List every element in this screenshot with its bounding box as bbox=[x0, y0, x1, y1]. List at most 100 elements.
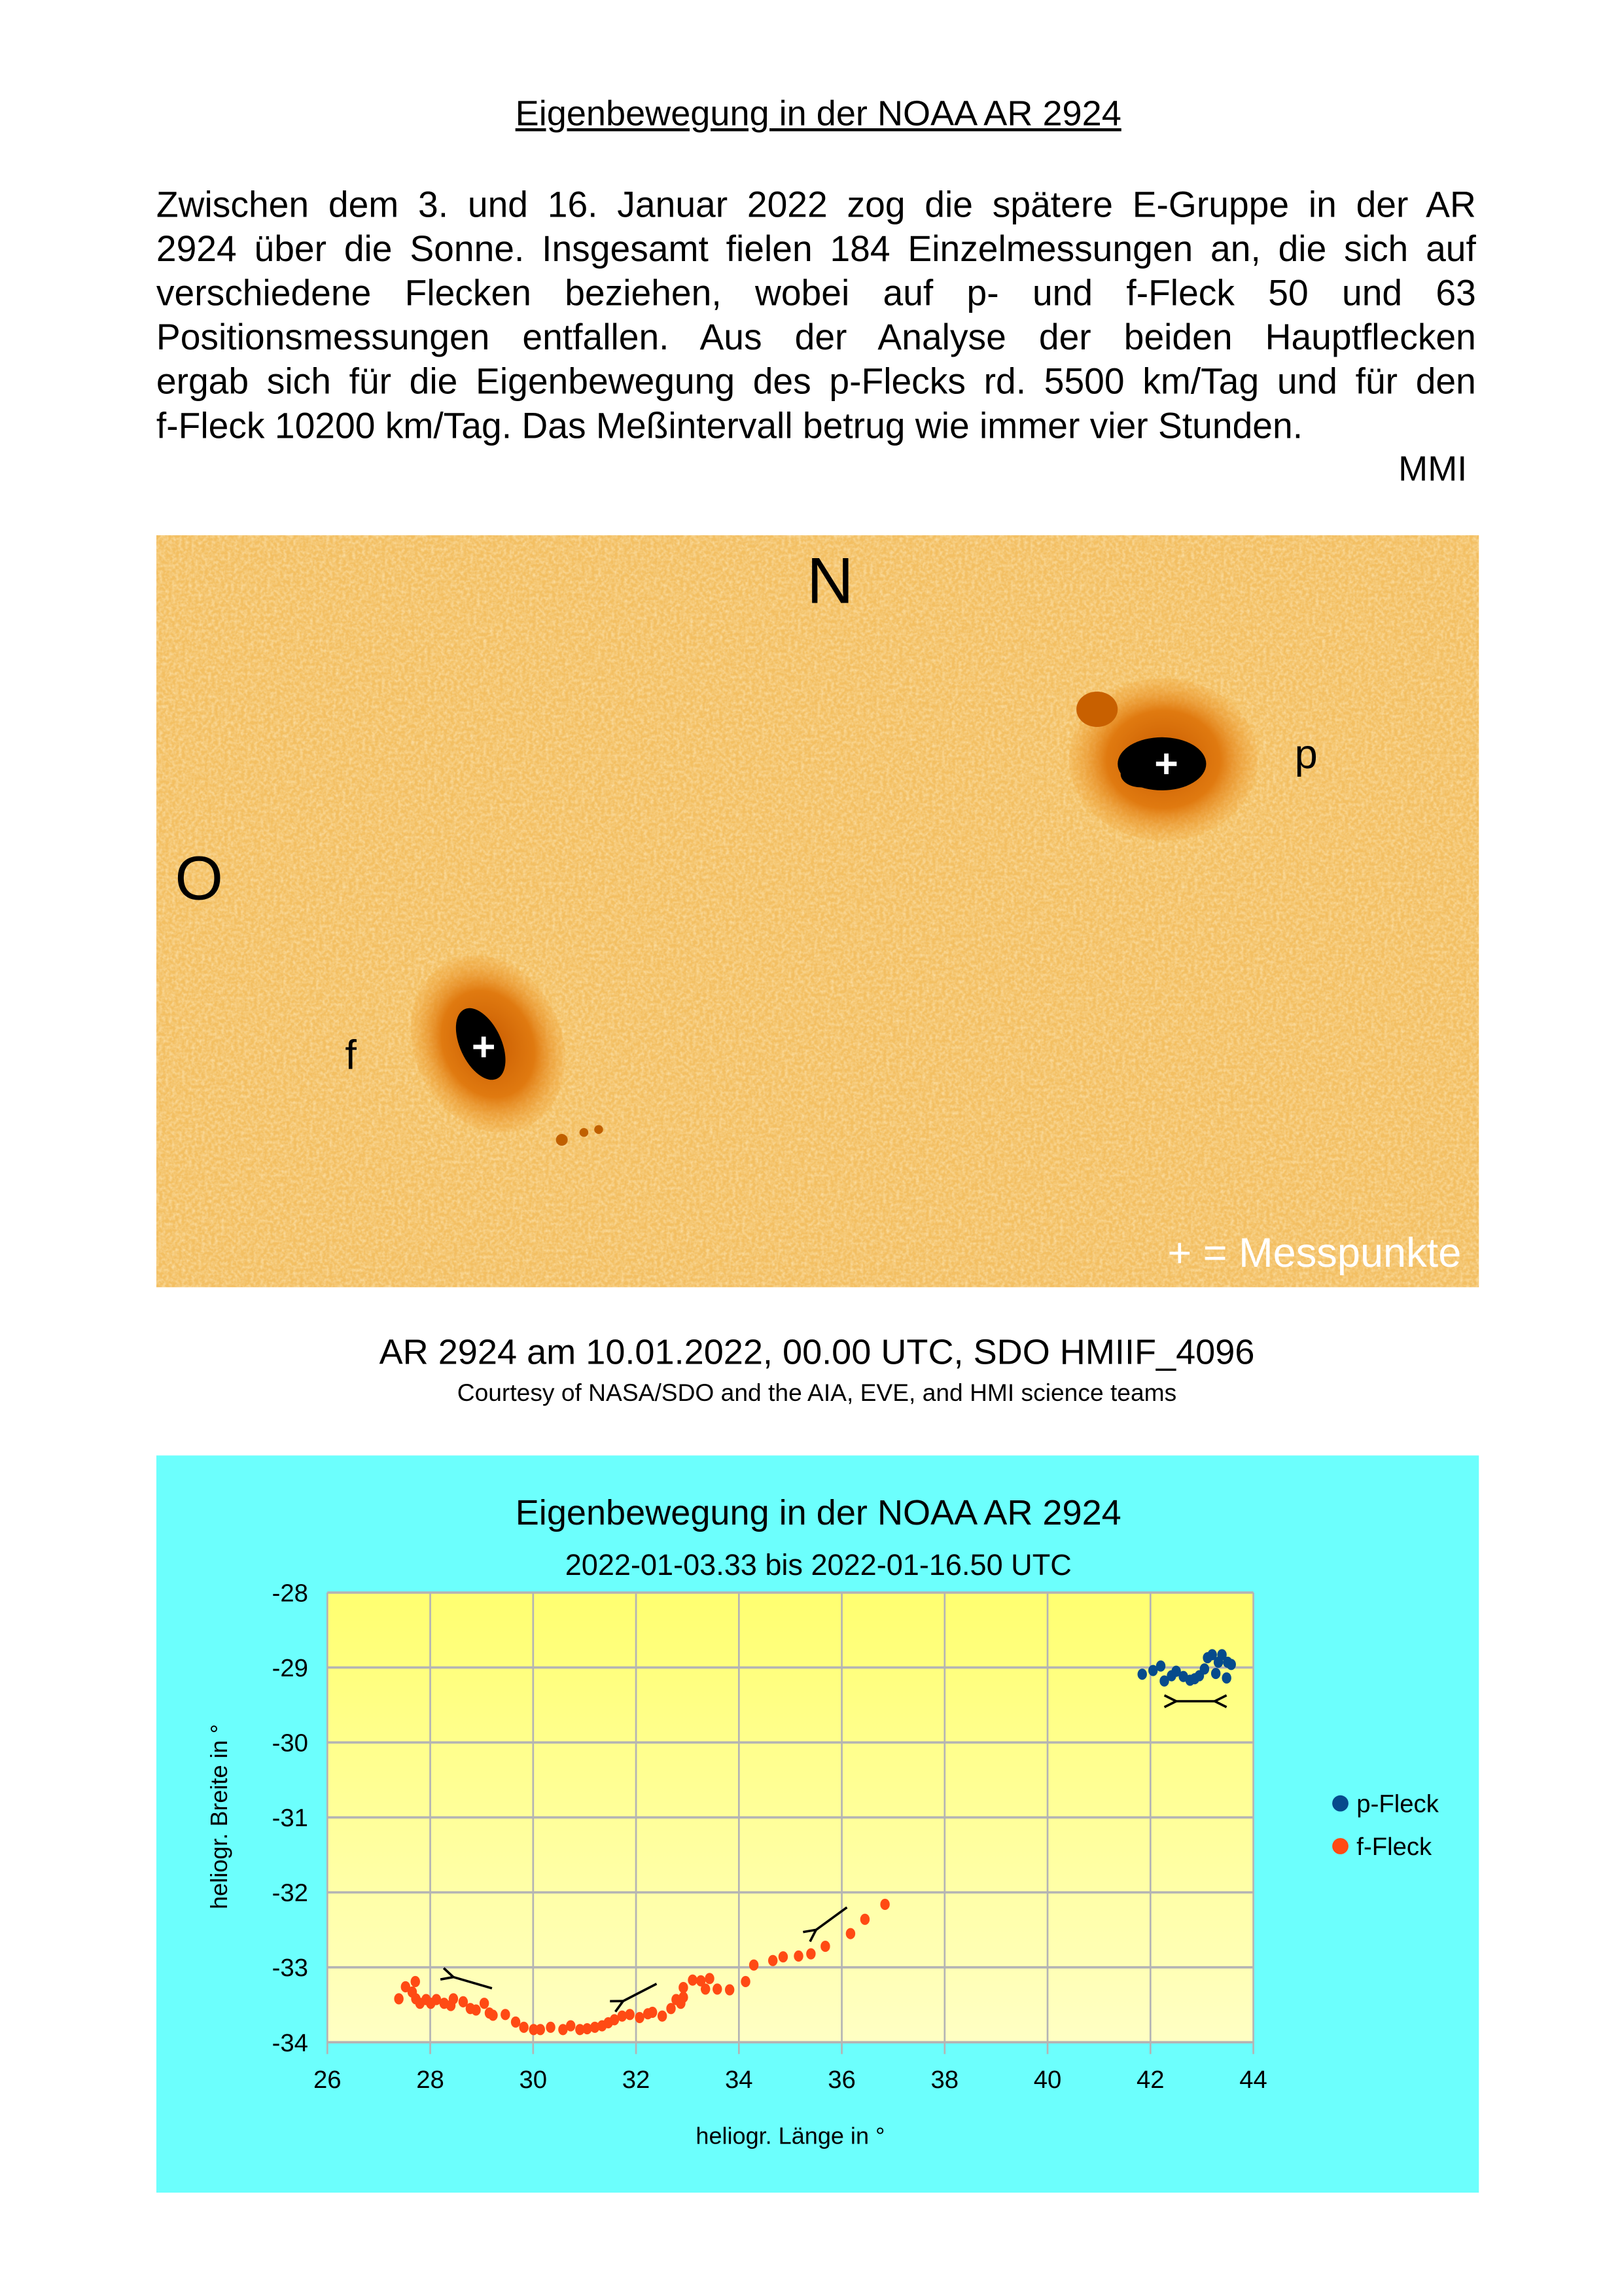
x-tick-label: 30 bbox=[519, 2066, 547, 2094]
image-credit: Courtesy of NASA/SDO and the AIA, EVE, a… bbox=[457, 1380, 1177, 1407]
legend-marker-f-fleck bbox=[1332, 1838, 1349, 1854]
paragraph-line: verschiedene Flecken beziehen, wobei auf… bbox=[156, 274, 1476, 315]
document-title: Eigenbewegung in der NOAA AR 2924 bbox=[515, 94, 1121, 135]
f-fleck-point bbox=[575, 2024, 585, 2036]
y-axis-label: heliogr. Breite in ° bbox=[205, 1724, 232, 1909]
arrow-annotation bbox=[816, 1906, 848, 1930]
motion-chart: 26 28 30 32 34 36 38 40 42 44 -28 -29 -30 -31 -32 -33 -3… bbox=[156, 1455, 1479, 2193]
f-fleck-point bbox=[546, 2021, 555, 2033]
paragraph-line: Positionsmessungen entfallen. Aus der An… bbox=[156, 318, 1476, 359]
f-fleck-point bbox=[713, 1983, 722, 1995]
y-tick-label: -28 bbox=[272, 1579, 308, 1607]
f-fleck-point bbox=[400, 1981, 411, 1993]
x-tick-label: 36 bbox=[828, 2066, 856, 2094]
p-fleck-point bbox=[1226, 1659, 1236, 1670]
p-fleck-point bbox=[1148, 1665, 1158, 1676]
f-fleck-point bbox=[749, 1959, 759, 1971]
f-fleck-point bbox=[565, 2020, 576, 2032]
paragraph-line: ergab sich für die Eigenbewegung des p-F… bbox=[156, 362, 1476, 403]
f-fleck-point bbox=[820, 1941, 830, 1952]
p-fleck-point bbox=[1155, 1660, 1166, 1672]
f-fleck-point bbox=[635, 2011, 644, 2023]
p-fleck-point bbox=[1137, 1669, 1147, 1680]
f-fleck-point bbox=[767, 1954, 778, 1966]
p-fleck-point bbox=[1199, 1663, 1210, 1675]
paragraph-line: 2924 über die Sonne. Insgesamt fielen 18… bbox=[156, 230, 1476, 270]
f-fleck-point bbox=[741, 1975, 750, 1988]
x-tick-label: 42 bbox=[1137, 2066, 1165, 2094]
p-spot bbox=[1068, 678, 1258, 841]
f-fleck-point bbox=[590, 2021, 600, 2033]
f-fleck-point bbox=[529, 2024, 538, 2036]
image-caption: AR 2924 am 10.01.2022, 00.00 UTC, SDO HM… bbox=[379, 1333, 1255, 1373]
x-tick-label: 38 bbox=[931, 2066, 959, 2094]
y-tick-label: -34 bbox=[272, 2029, 308, 2057]
f-fleck-point bbox=[431, 1994, 442, 2005]
p-fleck-point bbox=[1207, 1649, 1217, 1661]
sunspot-image: N O p f + = Messpunkte bbox=[156, 535, 1479, 1288]
f-fleck-point bbox=[488, 2009, 498, 2021]
paragraph-line: f-Fleck 10200 km/Tag. Das Meßintervall b… bbox=[156, 406, 1303, 447]
measurement-point-f bbox=[473, 1036, 494, 1057]
y-tick-label: -30 bbox=[272, 1729, 308, 1757]
x-tick-label: 40 bbox=[1034, 2066, 1062, 2094]
f-fleck-point bbox=[558, 2024, 568, 2036]
f-fleck-point bbox=[479, 1998, 489, 2009]
f-fleck-point bbox=[778, 1951, 788, 1963]
f-fleck-point bbox=[617, 2010, 627, 2022]
p-fleck-point bbox=[1159, 1675, 1169, 1687]
f-fleck-point bbox=[458, 1996, 468, 2007]
chart-title: Eigenbewegung in der NOAA AR 2924 bbox=[516, 1493, 1121, 1532]
signature: MMI bbox=[1398, 450, 1468, 490]
x-tick-label: 32 bbox=[622, 2066, 650, 2094]
f-fleck-point bbox=[688, 1974, 697, 1986]
f-fleck-point bbox=[880, 1898, 890, 1911]
arrow-annotation bbox=[453, 1977, 493, 1990]
f-fleck-point bbox=[794, 1950, 803, 1962]
p-spot-label: p bbox=[1295, 732, 1318, 777]
f-fleck-point bbox=[696, 1975, 706, 1987]
f-fleck-point bbox=[582, 2023, 592, 2035]
legend-label-f-fleck: f-Fleck bbox=[1356, 1833, 1432, 1861]
x-tick-label: 28 bbox=[416, 2066, 444, 2094]
y-tick-label: -29 bbox=[272, 1654, 308, 1682]
f-spot-label: f bbox=[345, 1033, 357, 1078]
f-fleck-point bbox=[679, 1982, 688, 1994]
legend-label-p-fleck: p-Fleck bbox=[1356, 1790, 1439, 1818]
p-fleck-point bbox=[1222, 1672, 1231, 1684]
f-fleck-point bbox=[519, 2021, 529, 2033]
f-fleck-point bbox=[471, 2004, 481, 2016]
p-fleck-point bbox=[1171, 1665, 1181, 1677]
f-fleck-point bbox=[860, 1913, 870, 1925]
intro-paragraph: Zwischen dem 3. und 16. Januar 2022 zog … bbox=[156, 185, 1476, 450]
f-fleck-point bbox=[510, 2016, 521, 2028]
x-axis-label: heliogr. Länge in ° bbox=[696, 2123, 885, 2149]
north-label: N bbox=[807, 545, 854, 618]
legend-marker-p-fleck bbox=[1332, 1795, 1349, 1812]
f-fleck-point bbox=[625, 2009, 635, 2021]
f-fleck-point bbox=[448, 1993, 459, 2005]
f-fleck-point bbox=[845, 1928, 856, 1939]
f-fleck-point bbox=[648, 2006, 658, 2018]
f-fleck-point bbox=[806, 1948, 816, 1960]
f-fleck-point bbox=[705, 1973, 714, 1985]
x-tick-label: 44 bbox=[1239, 2066, 1267, 2094]
f-fleck-point bbox=[724, 1984, 735, 1996]
y-tick-label: -31 bbox=[272, 1804, 308, 1832]
east-label: O bbox=[175, 844, 223, 913]
chart-subtitle: 2022-01-03.33 bis 2022-01-16.50 UTC bbox=[565, 1548, 1072, 1581]
f-fleck-point bbox=[700, 1983, 711, 1995]
f-fleck-point bbox=[501, 2009, 510, 2021]
f-fleck-point bbox=[666, 2003, 676, 2015]
y-tick-label: -33 bbox=[272, 1954, 308, 1982]
image-legend: + = Messpunkte bbox=[1167, 1230, 1461, 1276]
f-fleck-point bbox=[679, 1991, 688, 2004]
p-fleck-point bbox=[1210, 1668, 1221, 1680]
measurement-point-p bbox=[1155, 753, 1177, 775]
y-tick-label: -32 bbox=[272, 1879, 308, 1907]
f-fleck-point bbox=[394, 1993, 404, 2005]
legend: p-Fleck f-Fleck bbox=[1332, 1790, 1439, 1861]
f-fleck-point bbox=[657, 2010, 667, 2022]
paragraph-line: Zwischen dem 3. und 16. Januar 2022 zog … bbox=[156, 185, 1476, 226]
